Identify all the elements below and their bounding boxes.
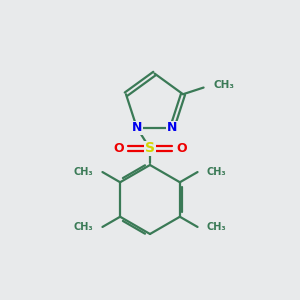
Text: CH₃: CH₃ bbox=[206, 167, 226, 177]
Text: CH₃: CH₃ bbox=[213, 80, 234, 90]
Text: N: N bbox=[132, 121, 142, 134]
Text: N: N bbox=[167, 121, 177, 134]
Text: S: S bbox=[145, 142, 155, 155]
Text: CH₃: CH₃ bbox=[206, 222, 226, 232]
Text: O: O bbox=[176, 142, 187, 155]
Text: O: O bbox=[113, 142, 124, 155]
Text: CH₃: CH₃ bbox=[74, 222, 94, 232]
Text: CH₃: CH₃ bbox=[74, 167, 94, 177]
